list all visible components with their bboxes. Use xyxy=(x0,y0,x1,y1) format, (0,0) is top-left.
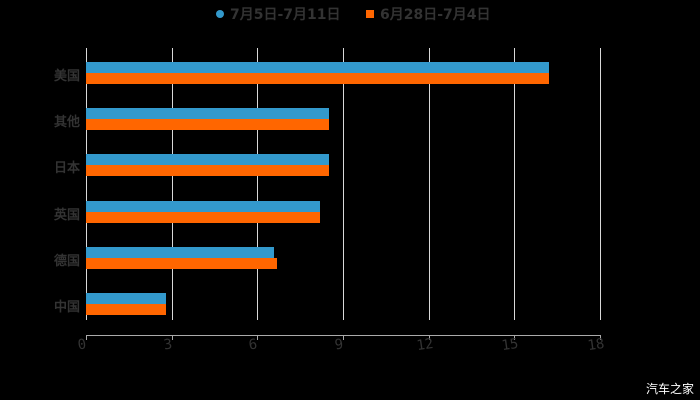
bar[interactable] xyxy=(86,200,321,212)
x-tick xyxy=(514,335,516,340)
category-label: 英国 xyxy=(53,207,80,223)
gridline xyxy=(343,48,344,320)
bar[interactable] xyxy=(86,73,549,84)
bar[interactable] xyxy=(86,257,278,269)
gridline xyxy=(428,48,430,320)
gridline xyxy=(600,48,601,320)
x-tick-label: 15 xyxy=(500,335,520,355)
category-label: 日本 xyxy=(53,161,80,177)
category-label: 中国 xyxy=(53,300,80,315)
y-axis-line xyxy=(86,48,87,320)
legend-label: 6月28日-7月4日 xyxy=(380,7,491,23)
legend-circle-icon xyxy=(216,10,224,18)
category-label: 美国 xyxy=(53,69,80,84)
bar[interactable] xyxy=(86,304,166,315)
x-tick-label: 3 xyxy=(162,336,173,354)
legend-item-series-2[interactable]: 6月28日-7月4日 xyxy=(366,4,491,24)
x-tick xyxy=(600,335,601,340)
bar[interactable] xyxy=(86,62,549,73)
gridline xyxy=(514,48,516,320)
bar[interactable] xyxy=(86,293,166,304)
x-tick xyxy=(428,335,430,340)
bar[interactable] xyxy=(86,119,329,131)
legend-label: 7月5日-7月11日 xyxy=(230,7,341,23)
x-tick xyxy=(343,335,344,340)
gridline xyxy=(257,48,259,320)
category-label: 其他 xyxy=(53,115,80,131)
legend-item-series-1[interactable]: 7月5日-7月11日 xyxy=(216,4,341,24)
x-tick xyxy=(171,335,173,340)
bar[interactable] xyxy=(86,211,321,223)
x-tick xyxy=(257,335,259,340)
bar[interactable] xyxy=(86,154,329,166)
gridline xyxy=(171,48,173,320)
x-tick-label: 18 xyxy=(586,335,606,355)
bar[interactable] xyxy=(86,165,329,177)
legend-square-icon xyxy=(366,10,374,18)
bar[interactable] xyxy=(86,246,275,258)
category-label: 德国 xyxy=(53,253,80,269)
x-tick xyxy=(86,335,87,340)
watermark: 汽车之家 xyxy=(645,382,694,396)
bar[interactable] xyxy=(86,108,329,120)
chart-legend: 7月5日-7月11日 6月28日-7月4日 xyxy=(0,4,700,24)
plot-area xyxy=(86,48,601,320)
x-tick-label: 12 xyxy=(415,335,435,355)
